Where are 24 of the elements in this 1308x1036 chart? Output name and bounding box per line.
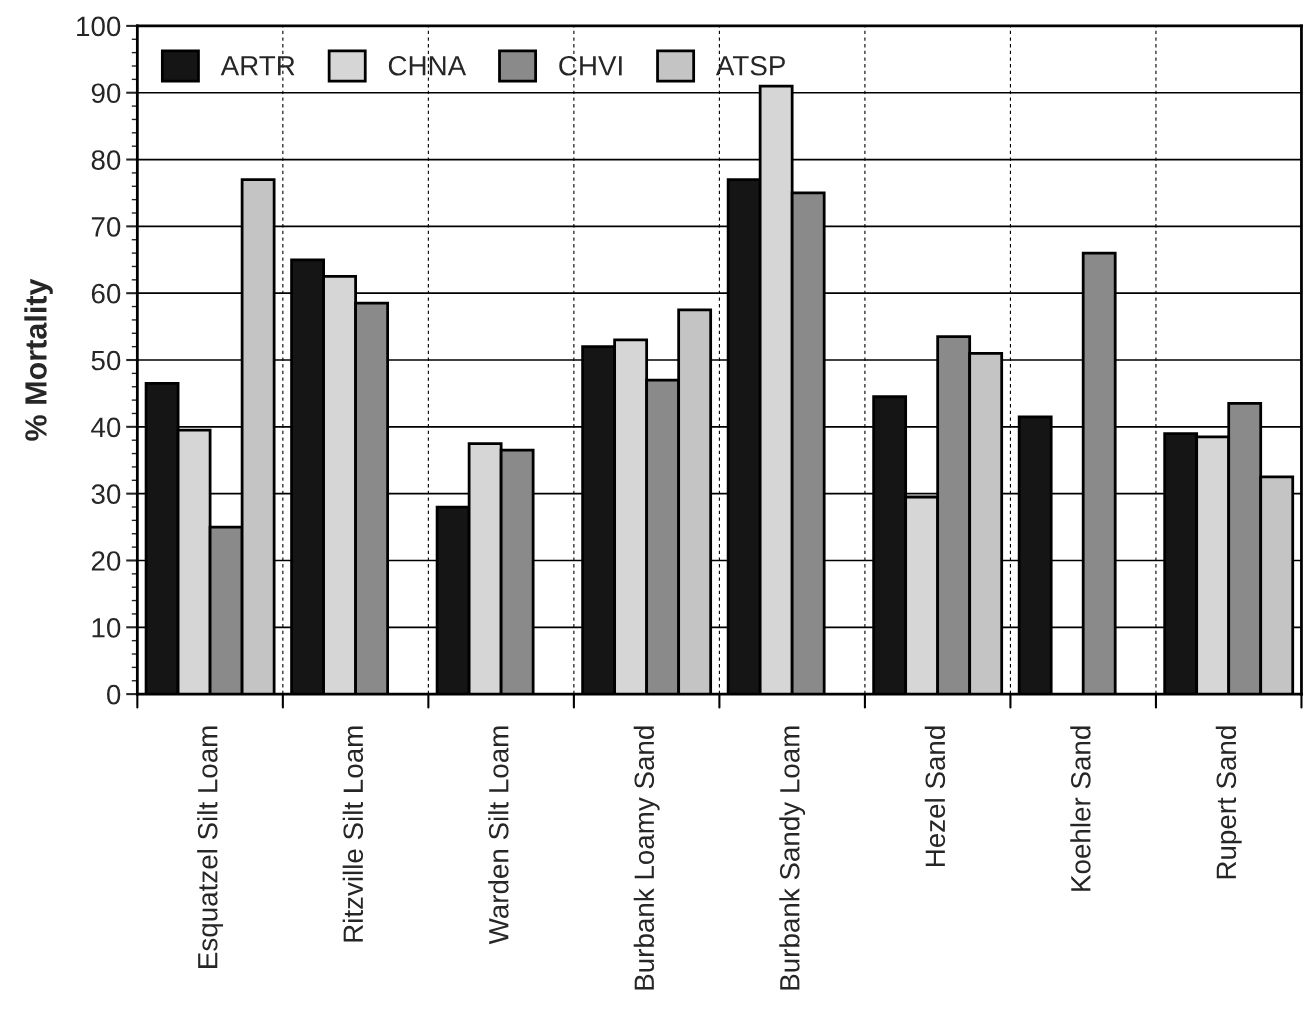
y-tick-label: 40 [91, 417, 121, 438]
x-tick-label: Burbank Sandy Loam [779, 726, 806, 990]
y-tick-label: 50 [91, 350, 121, 371]
y-tick-label: 90 [91, 83, 121, 104]
y-tick-label: 0 [107, 684, 121, 705]
y-tick-label: 100 [77, 16, 121, 37]
y-axis-title: % Mortality [24, 278, 53, 441]
legend-label: ARTR [220, 56, 295, 76]
x-tick-label: Hezel Sand [924, 726, 946, 866]
y-tick-label: 80 [91, 150, 121, 170]
x-tick-label: Koehler Sand [1070, 726, 1091, 891]
y-tick-label: 70 [91, 217, 121, 237]
x-tick-label: Burbank Loamy Sand [633, 726, 660, 990]
x-tick-label: Esquatzel Silt Loam [197, 726, 224, 968]
y-tick-label: 20 [91, 551, 121, 571]
x-tick-label: Ritzville Silt Loam [342, 726, 364, 942]
y-tick-label: 30 [91, 484, 121, 504]
y-tick-label: 10 [92, 617, 121, 638]
legend-label: CHVI [559, 55, 622, 76]
legend-label: ATSP [715, 55, 785, 76]
legend-label: CHNA [388, 55, 467, 76]
x-tick-label: Warden Silt Loam [488, 726, 509, 945]
x-tick-label: Rupert Sand [1215, 726, 1242, 879]
y-tick-label: 60 [91, 283, 121, 304]
